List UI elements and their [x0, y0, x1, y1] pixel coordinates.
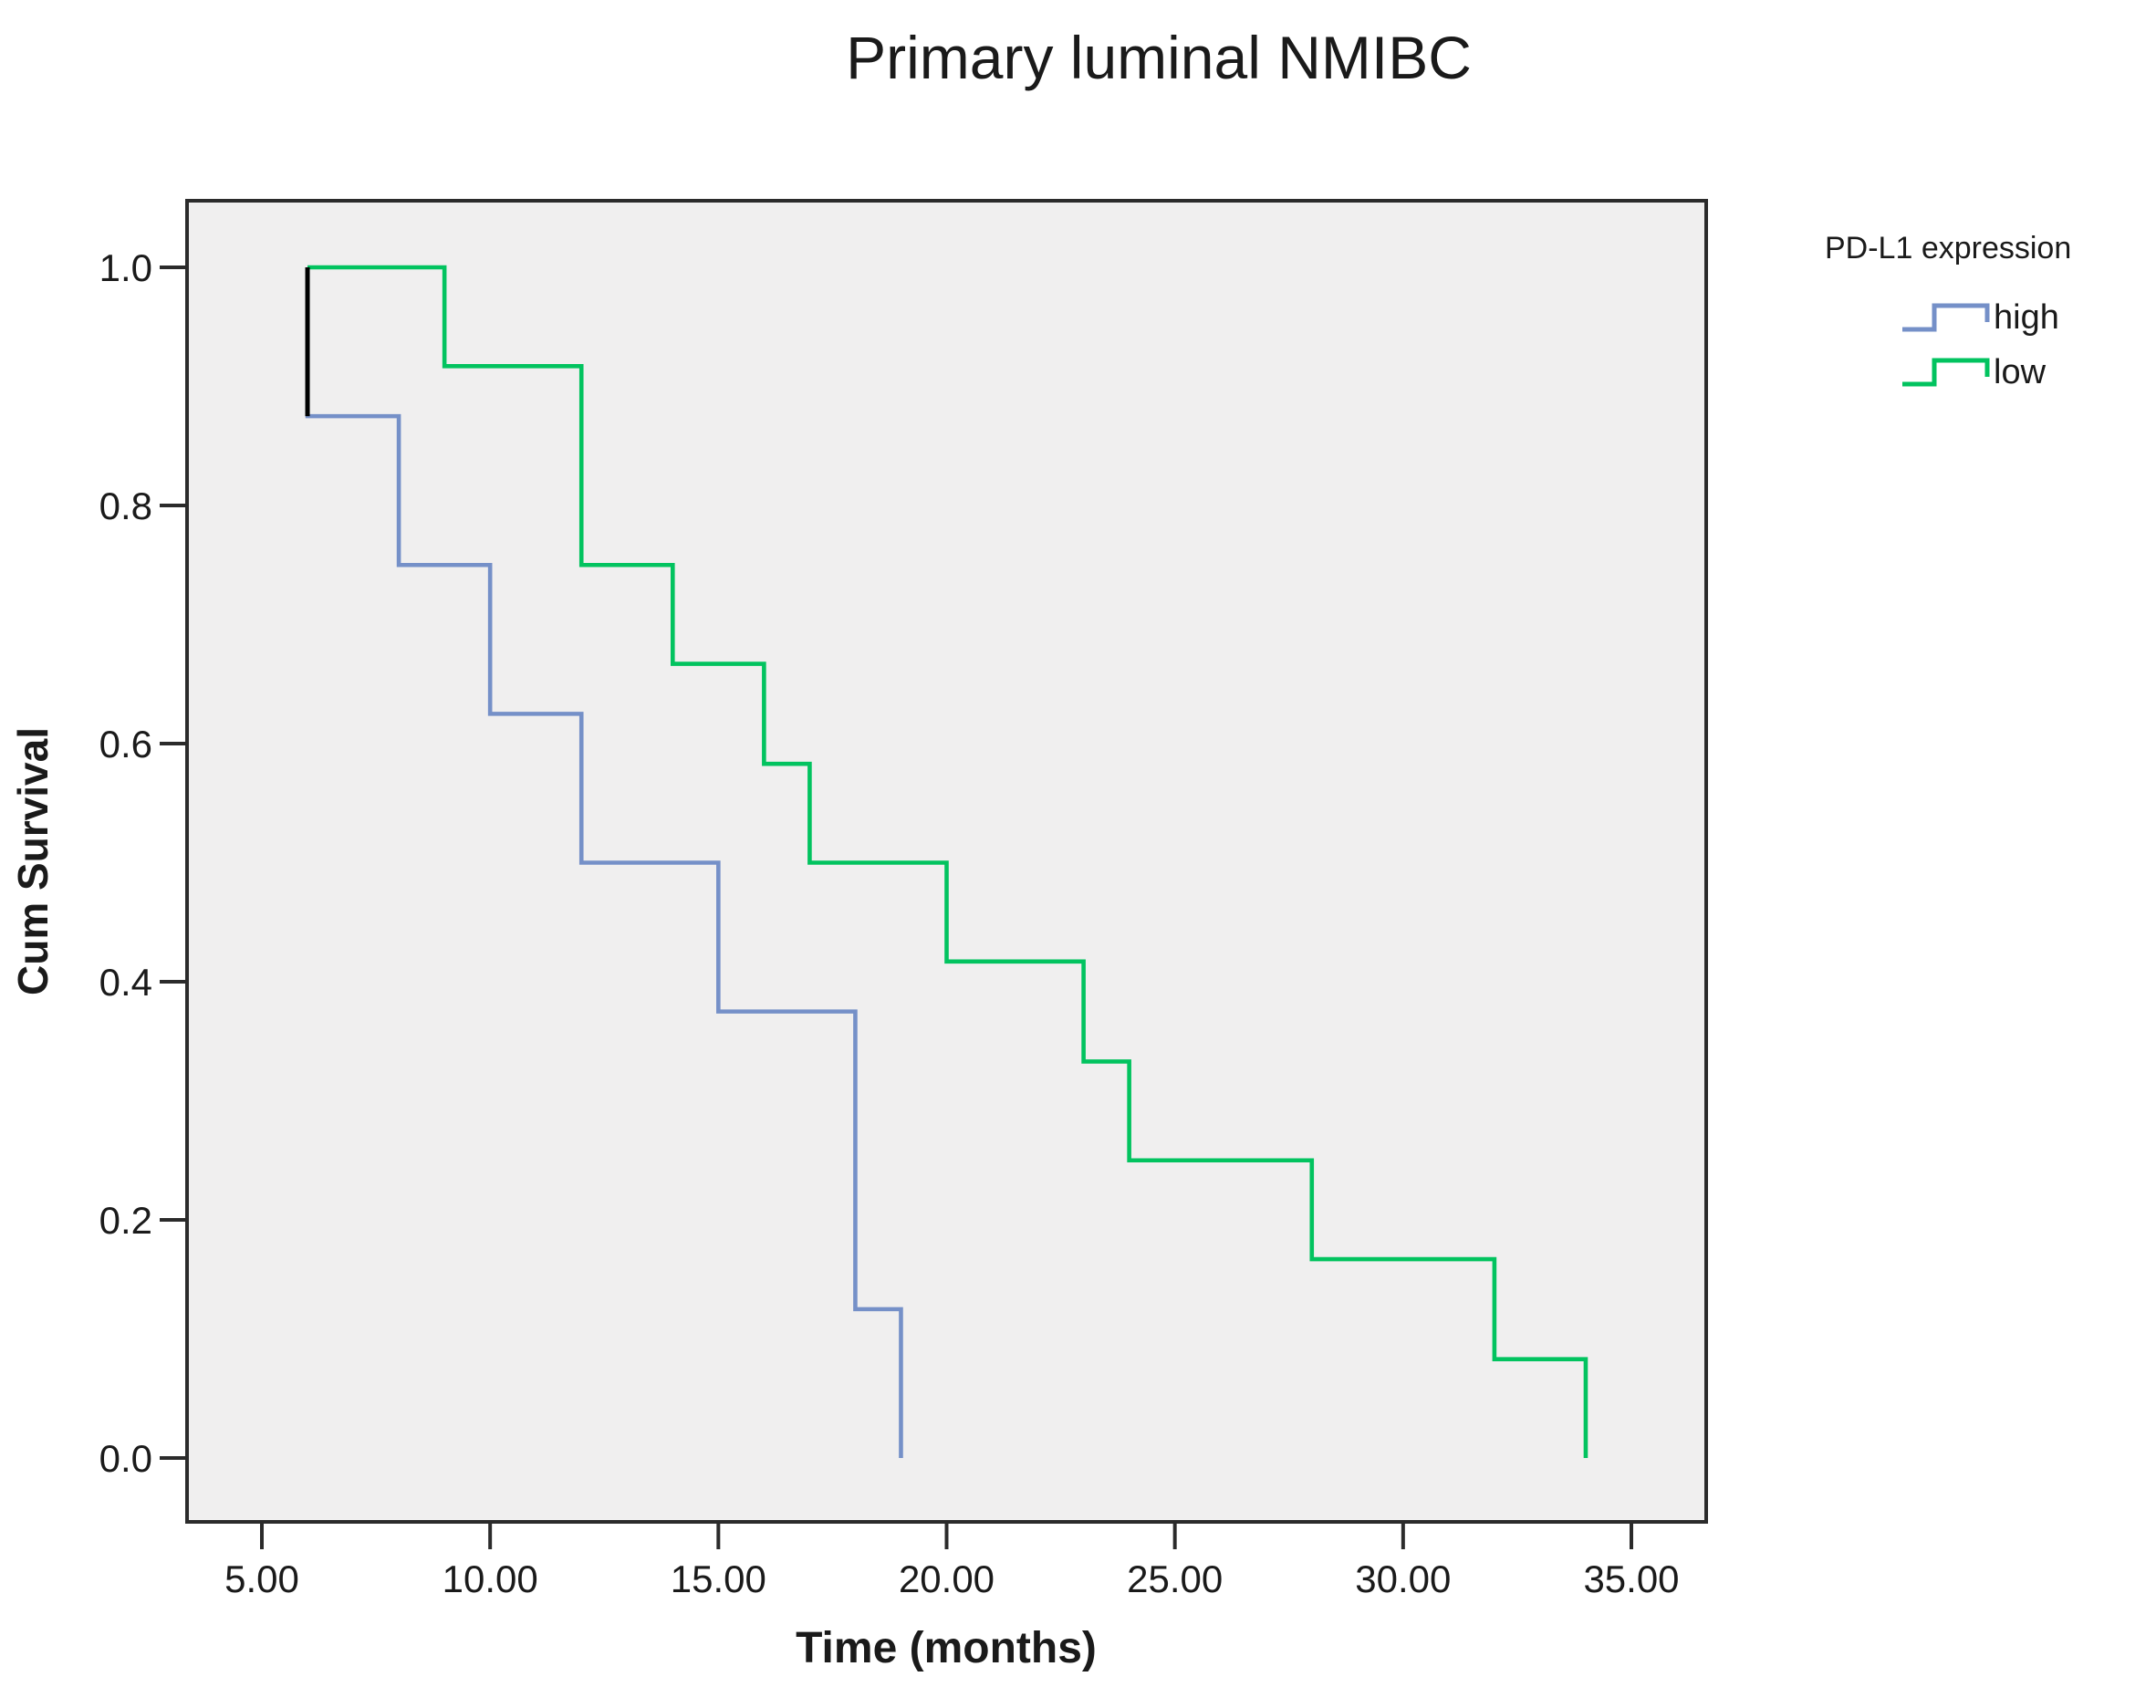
- y-tick-label: 0.2: [99, 1199, 152, 1242]
- x-axis-title: Time (months): [796, 1624, 1097, 1672]
- legend-label-high: high: [1994, 298, 2059, 337]
- high-step-line-icon: [1902, 303, 1990, 332]
- y-tick-label: 1.0: [99, 246, 152, 289]
- legend-label-low: low: [1994, 353, 2047, 391]
- y-axis-title: Cum Survival: [9, 727, 57, 995]
- chart-title: Primary luminal NMIBC: [846, 24, 1472, 91]
- survival-curve-high: [305, 267, 903, 1458]
- x-tick-label: 10.00: [443, 1557, 538, 1600]
- y-tick-label: 0.6: [99, 723, 152, 765]
- y-tick-label: 0.0: [99, 1437, 152, 1480]
- x-tick-label: 25.00: [1127, 1557, 1223, 1600]
- y-tick-label: 0.8: [99, 484, 152, 527]
- x-tick-label: 15.00: [671, 1557, 766, 1600]
- legend-entry-low: low: [1902, 353, 2047, 391]
- x-tick-label: 35.00: [1583, 1557, 1679, 1600]
- low-step-line-icon: [1902, 358, 1990, 387]
- x-tick-label: 20.00: [899, 1557, 995, 1600]
- x-tick-label: 30.00: [1355, 1557, 1451, 1600]
- legend: PD-L1 expression high low: [1825, 231, 2071, 391]
- y-tick-label: 0.4: [99, 961, 152, 1004]
- legend-title: PD-L1 expression: [1825, 231, 2071, 266]
- x-tick-label: 5.00: [224, 1557, 299, 1600]
- legend-entry-high: high: [1902, 298, 2059, 337]
- plot-area: 5.00 10.00 15.00 20.00 25.00 30.00 35.00 1.0 0.8…: [99, 199, 1708, 1600]
- survival-curve-low: [307, 265, 1588, 1458]
